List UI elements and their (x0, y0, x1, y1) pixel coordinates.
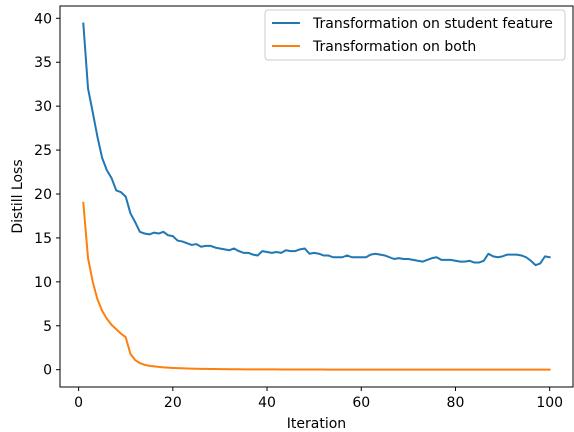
y-tick-label: 30 (34, 99, 52, 115)
x-tick-label: 40 (258, 395, 276, 411)
series-layer (82, 22, 551, 371)
x-tick-label: 100 (536, 395, 563, 411)
y-tick-label: 25 (34, 143, 52, 159)
series-line-1 (82, 22, 551, 267)
y-tick-label: 35 (34, 55, 52, 71)
legend-label-1: Transformation on student feature (312, 16, 553, 32)
y-tick-label: 15 (34, 231, 52, 247)
x-tick-label: 80 (447, 395, 465, 411)
x-axis-label: Iteration (287, 416, 346, 432)
legend-box (264, 9, 566, 61)
plot-frame (59, 5, 574, 388)
y-tick-label: 10 (34, 275, 52, 291)
y-tick-label: 0 (43, 363, 52, 379)
x-tick-label: 20 (164, 395, 182, 411)
y-tick-label: 5 (43, 319, 52, 335)
x-tick-label: 60 (352, 395, 370, 411)
series-line-2 (82, 201, 551, 371)
y-axis-label: Distill Loss (10, 159, 26, 233)
legend: Transformation on student feature Transfo… (264, 9, 566, 61)
y-axis: 0 5 10 15 20 25 30 35 40 (34, 11, 60, 379)
x-axis: 0 20 40 60 80 100 (74, 387, 563, 411)
y-tick-label: 40 (34, 11, 52, 27)
y-tick-label: 20 (34, 187, 52, 203)
x-tick-label: 0 (74, 395, 83, 411)
legend-label-2: Transformation on both (312, 39, 476, 55)
